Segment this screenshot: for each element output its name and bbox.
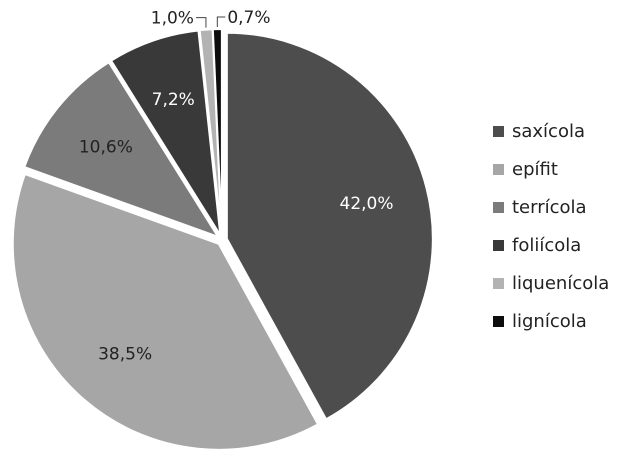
legend-item-epifit: epífit <box>493 159 558 180</box>
pie-slices <box>11 28 434 449</box>
legend-swatch-liquenicola <box>493 278 504 289</box>
legend-label-terricola: terrícola <box>512 197 587 218</box>
data-label-epifit: 38,5% <box>98 344 152 364</box>
pie-slice-terricola <box>23 60 221 239</box>
legend-label-liquenicola: liquenícola <box>512 273 609 294</box>
legend-label-saxicola: saxícola <box>512 121 585 142</box>
legend-label-epifit: epífit <box>512 159 558 180</box>
pie-slice-saxicola <box>225 31 434 421</box>
legend-item-liquenicola: liquenícola <box>493 273 609 294</box>
data-labels: 42,0% 38,5% 10,6% 7,2% 1,0% 0,7% <box>79 8 394 364</box>
legend: saxícola epífit terrícola foliícola liqueníc… <box>493 121 609 332</box>
leader-line-lignicola <box>216 16 226 28</box>
data-label-foliicola: 7,2% <box>152 90 195 110</box>
data-label-terricola: 10,6% <box>79 137 133 157</box>
leader-lines <box>195 16 226 28</box>
legend-label-lignicola: lignícola <box>512 311 587 332</box>
legend-item-foliicola: foliícola <box>493 235 581 256</box>
legend-swatch-foliicola <box>493 240 504 251</box>
pie-slice-lignicola <box>211 28 223 236</box>
legend-item-saxicola: saxícola <box>493 121 585 142</box>
leader-line-liquenicola <box>195 17 207 28</box>
legend-item-lignicola: lignícola <box>493 311 587 332</box>
data-label-liquenicola: 1,0% <box>151 9 194 29</box>
legend-item-terricola: terrícola <box>493 197 587 218</box>
legend-swatch-epifit <box>493 164 504 175</box>
pie-slice-foliicola <box>109 29 222 236</box>
data-label-lignicola: 0,7% <box>227 8 270 28</box>
legend-label-foliicola: foliícola <box>512 235 581 256</box>
data-label-saxicola: 42,0% <box>340 194 394 214</box>
legend-swatch-saxicola <box>493 126 504 137</box>
legend-swatch-lignicola <box>493 316 504 327</box>
pie-slice-epifit <box>11 172 320 449</box>
legend-swatch-terricola <box>493 202 504 213</box>
